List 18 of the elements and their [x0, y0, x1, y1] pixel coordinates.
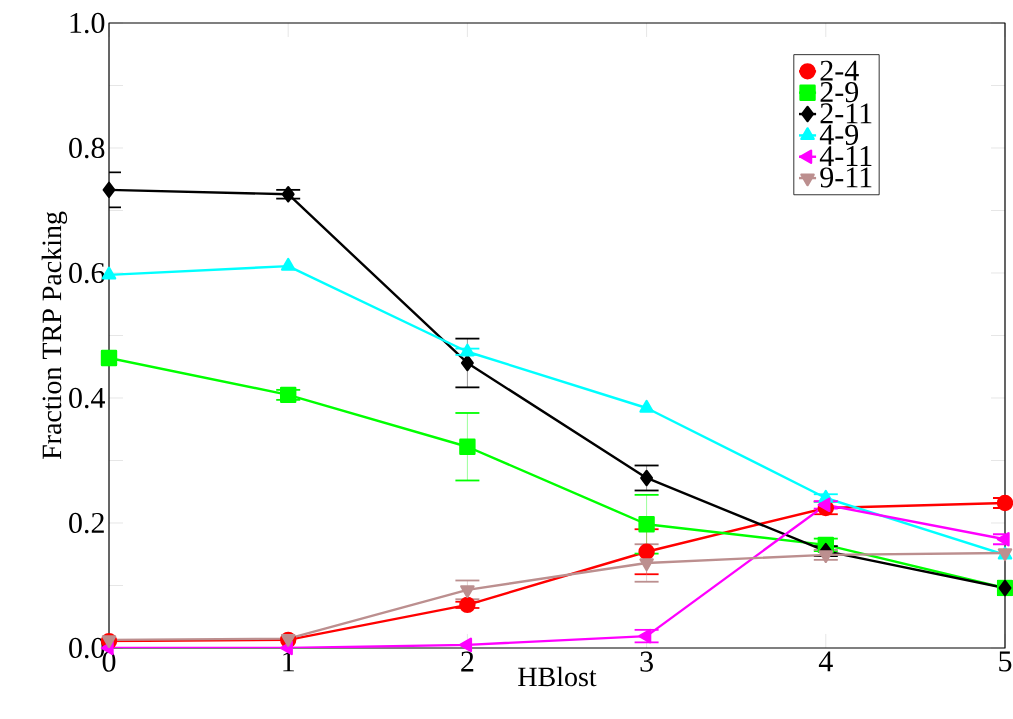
- x-tick-label: 4: [818, 651, 833, 672]
- y-axis-title: Fraction TRP Packing: [41, 211, 68, 460]
- x-axis-title: HBlost: [518, 666, 597, 687]
- legend-label: 4-11: [819, 146, 872, 166]
- legend-label: 2-9: [820, 82, 859, 103]
- x-tick-label: 2: [461, 651, 474, 672]
- y-tick-label: 0.6: [69, 262, 105, 284]
- y-tick-label: 0.8: [69, 137, 105, 159]
- y-tick-label: 0.4: [69, 387, 106, 409]
- y-tick-label: 1.0: [70, 12, 105, 34]
- x-tick-label: 5: [999, 651, 1012, 672]
- legend-label: 9-11: [820, 167, 872, 188]
- legend-label: 2-4: [820, 60, 859, 81]
- y-tick-label: 0.2: [69, 512, 104, 534]
- legend-label: 2-11: [820, 103, 872, 124]
- legend-label: 4-9: [819, 124, 859, 145]
- x-tick-label: 1: [283, 651, 294, 672]
- x-tick-label: 3: [640, 651, 653, 672]
